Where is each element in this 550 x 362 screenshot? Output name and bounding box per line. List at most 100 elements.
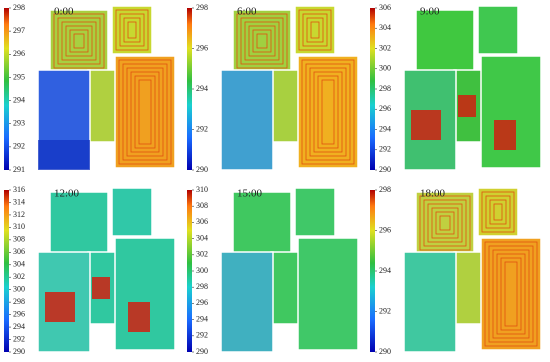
colorbar-label: 298 <box>196 3 208 12</box>
room <box>220 69 274 171</box>
colorbar-label: 296 <box>196 298 208 307</box>
colorbar-label: 310 <box>196 185 208 194</box>
pipe <box>484 241 538 347</box>
room <box>477 5 519 55</box>
colorbar-label: 302 <box>13 272 25 281</box>
colorbar-label: 297 <box>13 26 25 35</box>
pipe <box>313 71 343 153</box>
pipe <box>488 245 534 343</box>
colorbar-label: 290 <box>379 165 391 174</box>
pipe <box>493 203 503 221</box>
room <box>49 9 109 73</box>
colorbar-label: 292 <box>379 145 391 154</box>
pipe <box>244 21 280 61</box>
time-label: 12:00 <box>54 188 80 200</box>
pipe <box>298 9 332 51</box>
pipe <box>492 249 530 339</box>
cold-zone <box>38 140 90 170</box>
panel: 290 292 294 296 298 300 302 304 306 9:00 <box>370 3 542 174</box>
panel: 291 292 293 294 295 296 297 298 0:00 <box>4 3 176 174</box>
pipe <box>126 67 164 157</box>
room <box>294 5 336 55</box>
colorbar-label: 291 <box>13 165 25 174</box>
pipe <box>439 215 451 231</box>
colorbar-label: 298 <box>13 297 25 306</box>
colorbar-label: 296 <box>196 43 208 52</box>
panel: 290 292 294 296 298 300 302 304 306 308 310 15:00 <box>187 185 359 356</box>
room <box>111 5 153 55</box>
hot-zone <box>458 95 476 117</box>
colorbar-label: 296 <box>379 225 391 234</box>
pipe <box>500 257 522 331</box>
colorbar-label: 302 <box>196 250 208 259</box>
pipe <box>73 33 85 49</box>
room <box>294 187 336 237</box>
pipe <box>134 75 156 149</box>
colorbar-label: 298 <box>379 84 391 93</box>
colorbar <box>187 190 192 352</box>
pipe <box>317 75 339 149</box>
colorbar-label: 306 <box>196 217 208 226</box>
room <box>480 237 542 351</box>
colorbar-label: 293 <box>13 119 25 128</box>
room <box>220 251 274 353</box>
colorbar <box>4 8 9 170</box>
time-label: 6:00 <box>237 6 257 18</box>
colorbar-label: 310 <box>13 222 25 231</box>
room <box>232 191 292 255</box>
pipe <box>427 203 463 243</box>
room <box>297 237 359 351</box>
room <box>111 187 153 237</box>
pipe <box>504 261 518 327</box>
colorbar-label: 290 <box>196 347 208 356</box>
colorbar <box>370 190 375 352</box>
colorbar-label: 304 <box>13 260 25 269</box>
colorbar-label: 294 <box>13 322 25 331</box>
pipe <box>423 199 467 247</box>
pipe <box>256 33 268 49</box>
pipe <box>127 21 137 39</box>
colorbar <box>187 8 192 170</box>
colorbar-label: 296 <box>13 309 25 318</box>
pipe <box>309 67 347 157</box>
pipe <box>321 79 335 145</box>
pipe <box>240 17 284 65</box>
room <box>114 237 176 351</box>
colorbar <box>4 190 9 352</box>
pipe <box>57 17 101 65</box>
room <box>114 55 176 169</box>
pipe <box>123 17 141 43</box>
pipe <box>489 199 507 225</box>
pipe <box>65 25 93 57</box>
colorbar-label: 294 <box>196 84 208 93</box>
colorbar-label: 308 <box>13 235 25 244</box>
pipe <box>119 13 145 47</box>
colorbar <box>370 8 375 170</box>
colorbar-label: 294 <box>379 124 391 133</box>
colorbar-label: 306 <box>13 247 25 256</box>
colorbar-label: 292 <box>196 331 208 340</box>
pipe <box>248 25 276 57</box>
colorbar-label: 294 <box>196 314 208 323</box>
hot-zone <box>411 110 441 140</box>
hot-zone <box>128 302 150 332</box>
room <box>415 9 475 73</box>
panel: 290 292 294 296 298 18:00 <box>370 185 542 356</box>
pipe <box>481 191 515 233</box>
room <box>415 191 475 255</box>
colorbar-label: 316 <box>13 185 25 194</box>
colorbar-label: 308 <box>196 201 208 210</box>
colorbar-label: 306 <box>379 3 391 12</box>
colorbar-label: 304 <box>379 23 391 32</box>
pipe <box>130 71 160 153</box>
colorbar-label: 292 <box>13 334 25 343</box>
colorbar-label: 304 <box>196 233 208 242</box>
pipe <box>305 63 351 161</box>
colorbar-label: 302 <box>379 43 391 52</box>
time-label: 9:00 <box>420 6 440 18</box>
colorbar-label: 298 <box>379 185 391 194</box>
colorbar-label: 292 <box>379 306 391 315</box>
time-label: 15:00 <box>237 188 263 200</box>
pipe <box>252 29 272 53</box>
